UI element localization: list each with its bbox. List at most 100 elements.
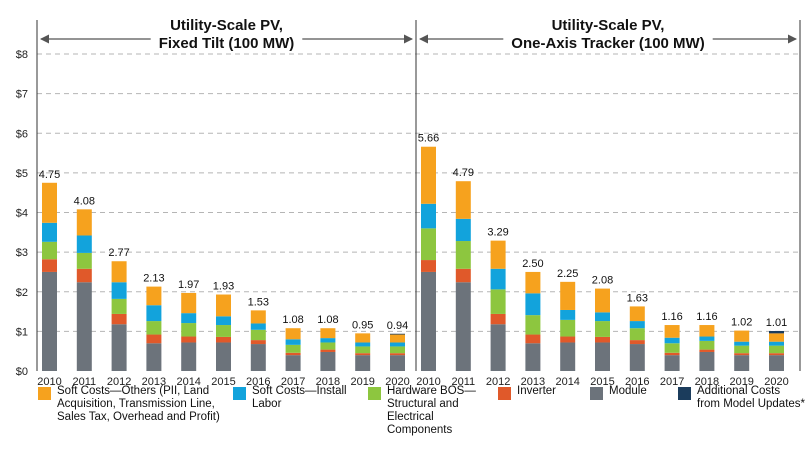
panel-2-bar-2015-soft-others bbox=[595, 288, 610, 313]
panel-1-bar-2014-hardware-bos bbox=[181, 323, 197, 337]
panel-2-x-tick-2013: 2013 bbox=[521, 376, 545, 385]
panel-1-bar-2020-inverter bbox=[390, 353, 405, 356]
panel-2-bar-2010-soft-others bbox=[421, 146, 436, 204]
panel-1-bar-2020-soft-others bbox=[390, 334, 405, 343]
panel-1-title-line1: Utility-Scale PV, bbox=[170, 17, 283, 34]
panel-2-x-tick-2011: 2011 bbox=[451, 376, 475, 385]
panel-2-bar-2018-soft-others bbox=[699, 325, 715, 337]
legend-label-inverter: Inverter bbox=[517, 385, 556, 397]
panel-2-bar-2013-hardware-bos bbox=[525, 315, 541, 335]
y-tick-3: $3 bbox=[16, 247, 28, 259]
panel-2-bar-2014-soft-others bbox=[560, 281, 576, 310]
panel-1-bar-2018-module bbox=[320, 351, 336, 371]
legend-swatch-soft-others bbox=[38, 387, 51, 400]
panel-1-x-tick-2020: 2020 bbox=[385, 376, 409, 385]
panel-2-bar-2017-inverter bbox=[664, 352, 680, 356]
panel-2-x-tick-2012: 2012 bbox=[486, 376, 510, 385]
legend-label-additional: Additional Costs from Model Updates* bbox=[697, 385, 806, 410]
panel-2-total-label-2018: 1.16 bbox=[696, 311, 717, 323]
panel-2-bar-2013-soft-labor bbox=[525, 293, 541, 316]
panel-2-total-label-2014: 2.25 bbox=[557, 268, 578, 280]
panel-2-bar-2013-soft-others bbox=[525, 271, 541, 294]
legend-item-soft-labor: Soft Costs—Install Labor bbox=[233, 385, 358, 411]
panel-1-x-tick-2018: 2018 bbox=[316, 376, 340, 385]
panel-2-bar-2017-module bbox=[664, 355, 680, 371]
panel-1-total-label-2016: 1.53 bbox=[248, 296, 269, 308]
panel-2-bar-2010-inverter bbox=[421, 260, 436, 272]
panel-1-bar-2020-hardware-bos bbox=[390, 346, 405, 354]
panel-2-bar-2015-soft-labor bbox=[595, 312, 610, 322]
panel-2-bar-2019-soft-labor bbox=[734, 341, 750, 346]
panel-1-bar-2016-soft-others bbox=[250, 310, 266, 324]
panel-1-x-tick-2019: 2019 bbox=[350, 376, 374, 385]
panel-2-bar-2020-additional bbox=[769, 330, 784, 334]
panel-2-bar-2016-module bbox=[629, 344, 645, 371]
panel-2-bar-2012-inverter bbox=[490, 313, 506, 325]
panel-1-bar-2017-module bbox=[285, 355, 301, 371]
panel-2-bar-2011-hardware-bos bbox=[455, 241, 471, 269]
legend-swatch-hardware-bos bbox=[368, 387, 381, 400]
legend-label-soft-labor: Soft Costs—Install Labor bbox=[252, 385, 347, 410]
panel-2-total-label-2011: 4.79 bbox=[453, 167, 474, 179]
panel-2-total-label-2010: 5.66 bbox=[418, 133, 439, 145]
panel-2-total-label-2017: 1.16 bbox=[661, 311, 682, 323]
panel-2-bar-2016-soft-labor bbox=[629, 321, 645, 329]
panel-2-x-tick-2016: 2016 bbox=[625, 376, 649, 385]
panel-1-total-label-2020: 0.94 bbox=[387, 320, 408, 332]
panel-2-total-label-2013: 2.50 bbox=[522, 258, 543, 270]
legend-item-additional: Additional Costs from Model Updates* bbox=[678, 385, 806, 411]
panel-2-x-tick-2018: 2018 bbox=[695, 376, 719, 385]
panel-1-bar-2014-module bbox=[181, 342, 197, 371]
panel-2-bar-2011-inverter bbox=[455, 268, 471, 283]
panel-1-x-tick-2014: 2014 bbox=[176, 376, 200, 385]
panel-2-bar-2020-soft-others bbox=[769, 333, 784, 342]
panel-1-bar-2017-soft-labor bbox=[285, 339, 301, 345]
legend-label-soft-others: Soft Costs—Others (PII, Land Acquisition… bbox=[57, 385, 220, 423]
panel-1-bar-2015-module bbox=[216, 342, 231, 371]
legend-label-module: Module bbox=[609, 385, 647, 397]
panel-2-x-tick-2017: 2017 bbox=[660, 376, 684, 385]
panel-1-bar-2012-soft-others bbox=[111, 261, 127, 283]
panel-1-bar-2019-soft-others bbox=[355, 333, 371, 343]
legend-item-module: Module bbox=[590, 385, 670, 400]
panel-1-bar-2011-module bbox=[76, 282, 92, 371]
panel-2-bar-2011-soft-labor bbox=[455, 218, 471, 242]
panel-1-total-label-2013: 2.13 bbox=[143, 273, 164, 285]
panel-1-bar-2018-soft-labor bbox=[320, 338, 336, 343]
panel-2-bar-2015-hardware-bos bbox=[595, 321, 610, 337]
panel-1-bar-2020-module bbox=[390, 355, 405, 371]
panel-1-bar-2014-soft-others bbox=[181, 292, 197, 314]
panel-1-bar-2014-inverter bbox=[181, 336, 197, 343]
panel-1-bar-2010-hardware-bos bbox=[42, 241, 57, 260]
panel-2-bar-2011-module bbox=[455, 282, 471, 371]
panel-2-title-line2: One-Axis Tracker (100 MW) bbox=[511, 35, 704, 52]
panel-1-bar-2015-inverter bbox=[216, 336, 231, 343]
panel-1-bar-2013-soft-others bbox=[146, 286, 162, 306]
panel-2-total-label-2019: 1.02 bbox=[731, 317, 752, 329]
legend-item-hardware-bos: Hardware BOS—Structural and Electrical C… bbox=[368, 385, 488, 437]
panel-1-bar-2019-hardware-bos bbox=[355, 346, 371, 354]
panel-1-bar-2013-soft-labor bbox=[146, 305, 162, 322]
panel-2-bar-2010-hardware-bos bbox=[421, 228, 436, 261]
panel-1-bar-2017-inverter bbox=[285, 352, 301, 356]
panel-1-bar-2015-hardware-bos bbox=[216, 325, 231, 337]
panel-2-bar-2014-hardware-bos bbox=[560, 319, 576, 337]
legend-label-hardware-bos: Hardware BOS—Structural and Electrical C… bbox=[387, 385, 476, 436]
panel-1-bar-2012-soft-labor bbox=[111, 282, 127, 299]
panel-1-bar-2019-module bbox=[355, 355, 371, 371]
panel-2-bar-2016-hardware-bos bbox=[629, 328, 645, 341]
panel-2-bar-2014-module bbox=[560, 342, 576, 371]
legend-swatch-additional bbox=[678, 387, 691, 400]
panel-1-x-tick-2010: 2010 bbox=[37, 376, 61, 385]
y-tick-6: $6 bbox=[16, 128, 28, 140]
panel-1-bar-2016-hardware-bos bbox=[250, 329, 266, 341]
panel-2-bar-2012-soft-labor bbox=[490, 268, 506, 290]
panel-2-bar-2014-soft-labor bbox=[560, 309, 576, 320]
panel-1-bar-2018-hardware-bos bbox=[320, 342, 336, 350]
panel-2-title-line1: Utility-Scale PV, bbox=[552, 17, 665, 34]
panel-1-bar-2012-hardware-bos bbox=[111, 298, 127, 314]
panel-2-bar-2010-module bbox=[421, 271, 436, 371]
panel-1-total-label-2010: 4.75 bbox=[39, 169, 60, 181]
panel-2-bar-2012-hardware-bos bbox=[490, 289, 506, 314]
panel-1-title-line2: Fixed Tilt (100 MW) bbox=[159, 35, 295, 52]
